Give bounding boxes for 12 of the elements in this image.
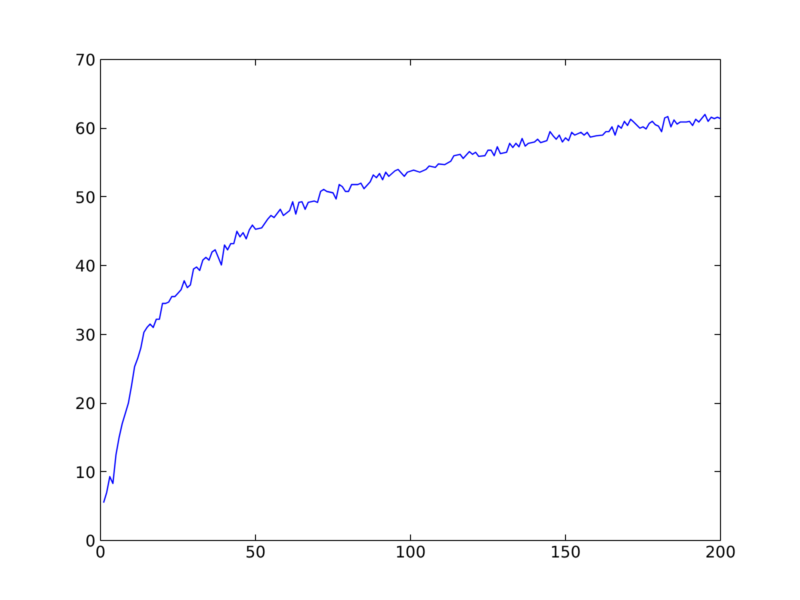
y-tick-label: 70 bbox=[75, 50, 96, 70]
y-tick-label: 30 bbox=[75, 325, 96, 344]
y-tick-label: 60 bbox=[75, 119, 96, 138]
x-tick-label: 200 bbox=[705, 542, 736, 562]
x-tick-label: 100 bbox=[395, 542, 426, 562]
x-tick-label: 50 bbox=[245, 542, 266, 562]
y-tick-label: 10 bbox=[75, 462, 96, 482]
line-series bbox=[102, 114, 720, 504]
x-tick-label: 150 bbox=[550, 542, 581, 562]
y-tick-label: 50 bbox=[75, 188, 96, 207]
y-tick-label: 40 bbox=[75, 256, 96, 276]
y-tick-label: 20 bbox=[75, 394, 96, 414]
